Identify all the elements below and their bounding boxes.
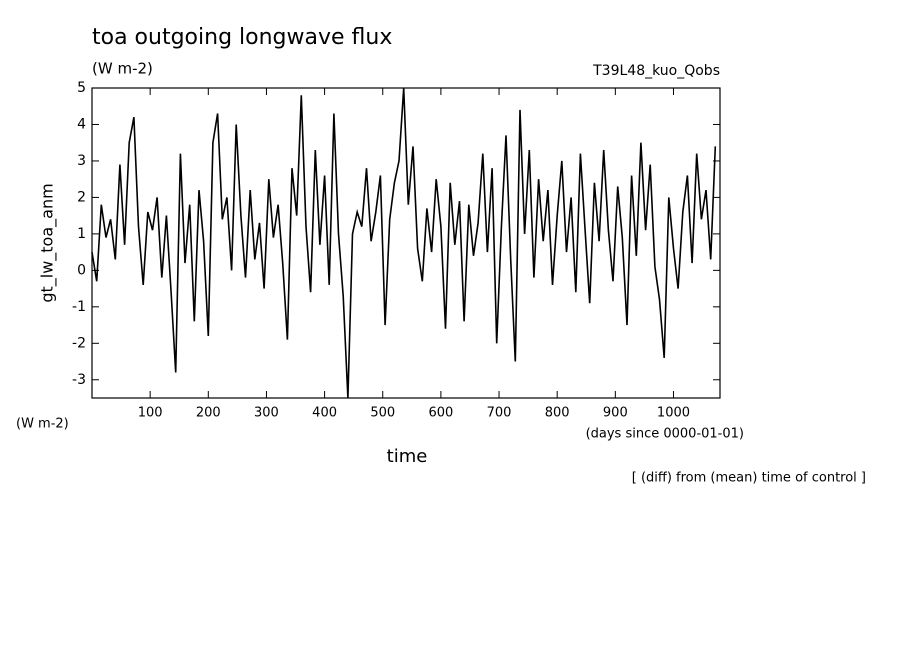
units: (W m-2) [92,60,153,78]
y-tick-label: -3 [72,372,86,388]
x-units: (days since 0000-01-01) [586,427,744,442]
chart-title: toa outgoing longwave flux [92,25,392,50]
x-tick-label: 100 [138,406,163,421]
footnote: [ (diff) from (mean) time of control ] [632,471,866,486]
y-axis-label: gt_lw_toa_anm [38,183,58,302]
x-tick-label: 600 [428,406,453,421]
x-axis-label: time [387,446,428,467]
data-line [91,87,717,399]
y-units: (W m-2) [16,417,69,432]
x-tick-label: 400 [312,406,337,421]
run-label: T39L48_kuo_Qobs [592,63,720,79]
y-tick-label: 2 [77,189,86,205]
y-tick-label: 0 [77,262,86,278]
x-tick-label: 300 [254,406,279,421]
y-tick-label: 3 [77,153,86,169]
y-tick-label: 5 [77,80,86,96]
y-tick-label: 4 [77,116,86,132]
x-tick-label: 500 [370,406,395,421]
y-tick-label: 1 [77,226,86,242]
x-tick-label: 1000 [657,406,690,421]
y-tick-label: -1 [72,299,86,315]
x-tick-label: 200 [196,406,221,421]
x-tick-label: 800 [545,406,570,421]
x-tick-label: 700 [487,406,512,421]
x-tick-label: 900 [603,406,628,421]
y-tick-label: -2 [72,335,86,351]
plot-frame [91,87,721,399]
